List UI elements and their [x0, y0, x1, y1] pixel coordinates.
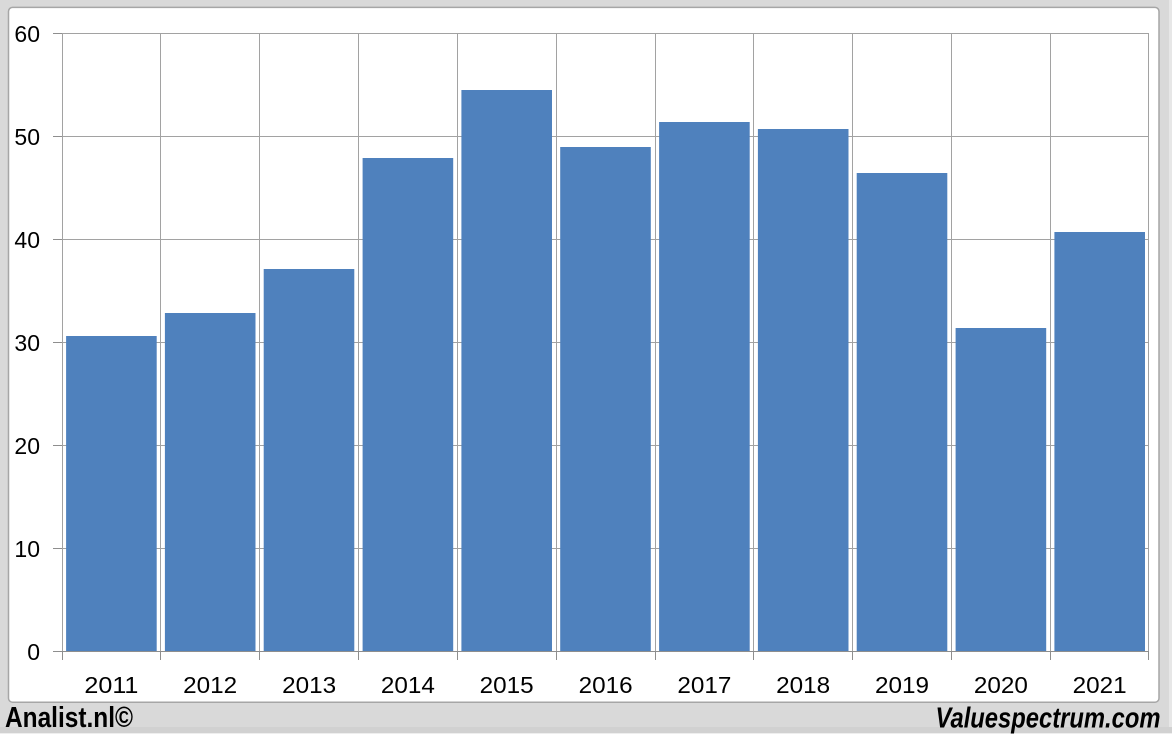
- svg-text:10: 10: [14, 536, 40, 562]
- svg-text:2011: 2011: [84, 672, 138, 698]
- svg-text:Analist.nl©: Analist.nl©: [5, 702, 133, 734]
- svg-text:2013: 2013: [282, 672, 336, 698]
- svg-text:50: 50: [14, 124, 40, 150]
- svg-text:40: 40: [14, 227, 40, 253]
- svg-text:2018: 2018: [776, 672, 830, 698]
- svg-text:60: 60: [14, 21, 40, 47]
- svg-text:2016: 2016: [579, 672, 633, 698]
- svg-text:2021: 2021: [1073, 672, 1127, 698]
- svg-text:2015: 2015: [480, 672, 534, 698]
- svg-text:2019: 2019: [875, 672, 929, 698]
- svg-text:2014: 2014: [381, 672, 435, 698]
- svg-text:2012: 2012: [183, 672, 237, 698]
- svg-text:30: 30: [14, 330, 40, 356]
- svg-text:2017: 2017: [677, 672, 731, 698]
- svg-text:2020: 2020: [974, 672, 1028, 698]
- svg-text:0: 0: [27, 639, 40, 665]
- svg-text:20: 20: [14, 433, 40, 459]
- svg-text:Valuespectrum.com: Valuespectrum.com: [936, 703, 1161, 734]
